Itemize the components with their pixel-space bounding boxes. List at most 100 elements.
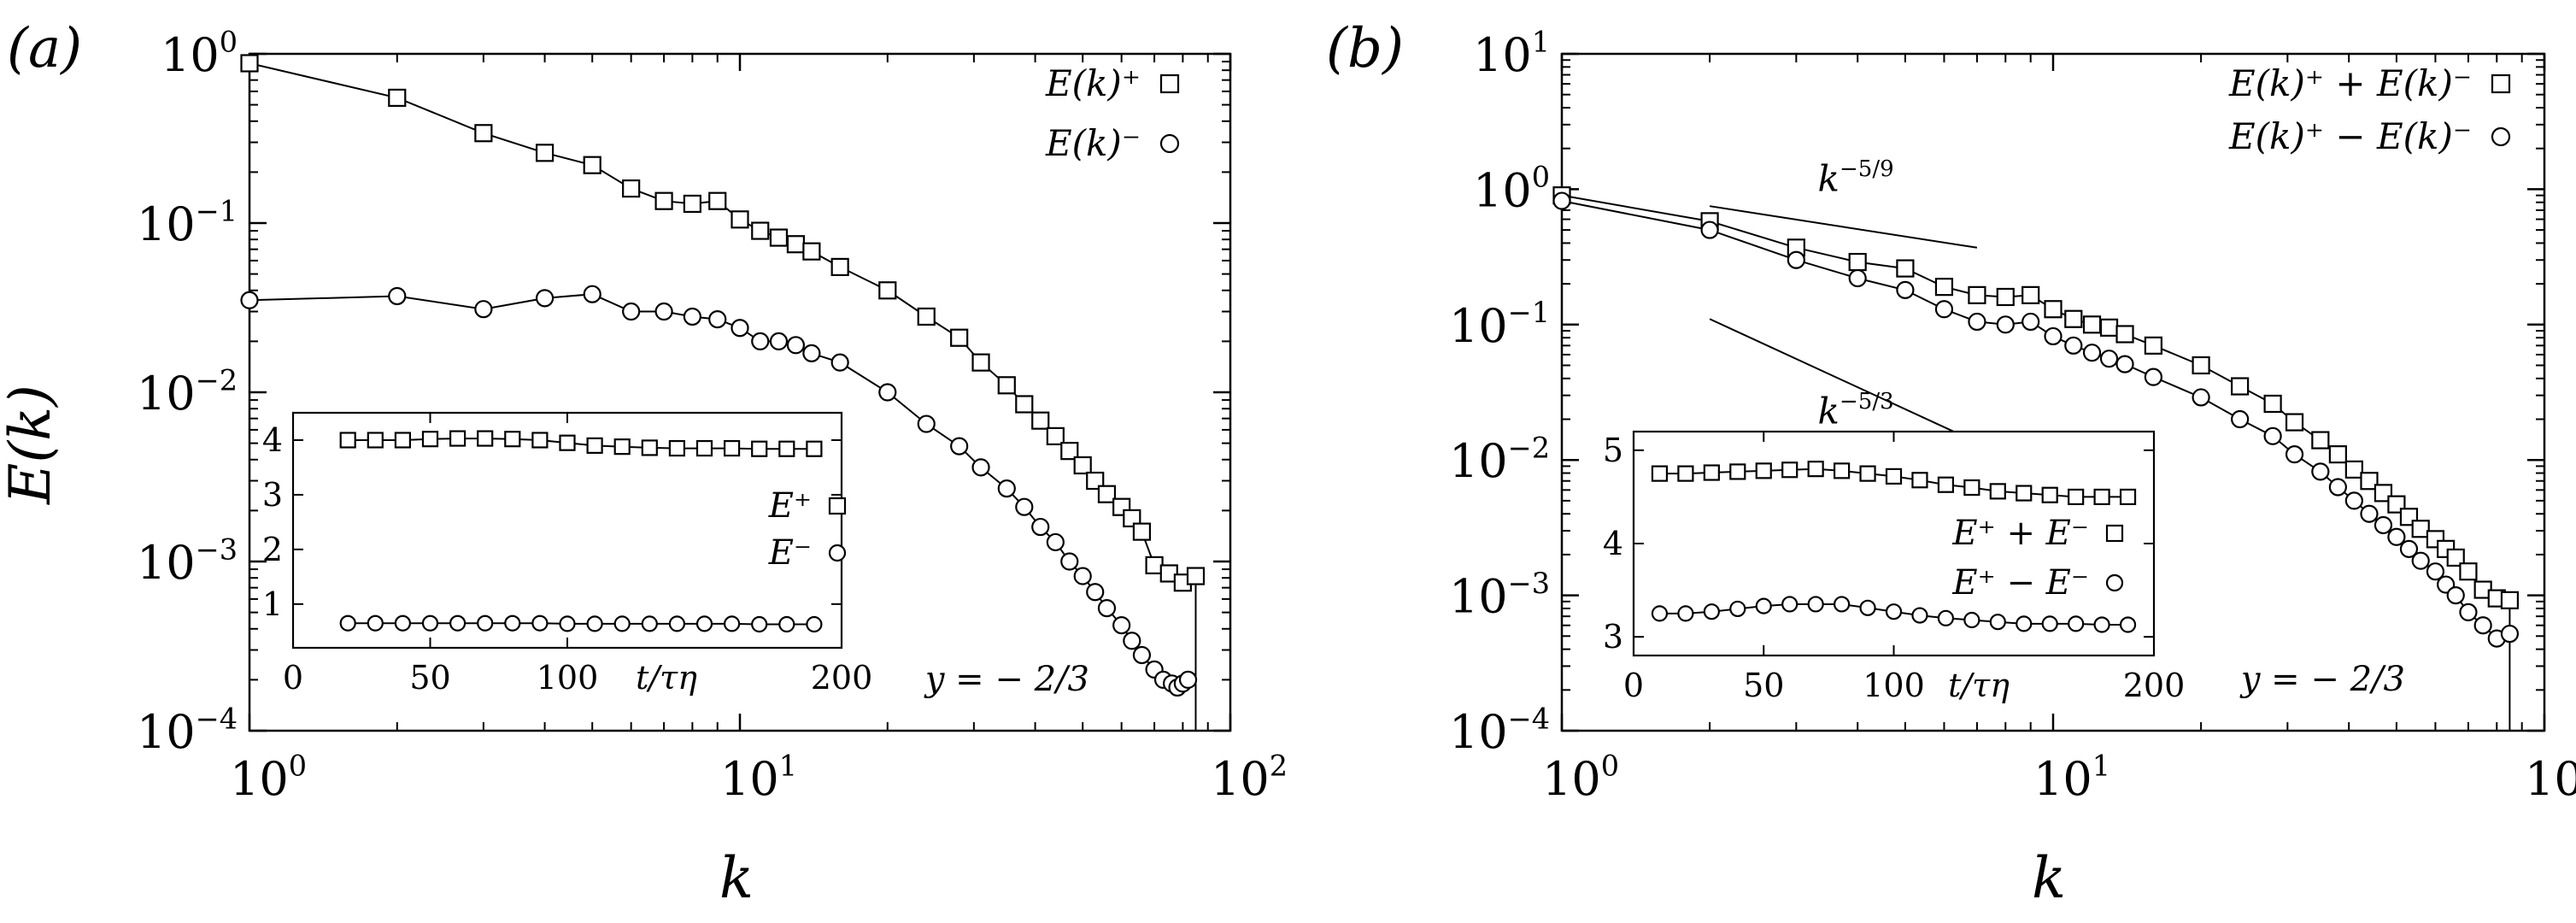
data-point-circle [950,437,969,456]
data-point-circle [878,383,897,402]
inset-data-point-circle [1703,603,1720,620]
inset-x-tick-label: 50 [1743,667,1784,704]
panel-label: (b) [1326,17,1404,80]
data-point-square [622,179,641,198]
inset-data-point-square [586,437,603,454]
data-point-square [2500,591,2520,609]
data-point-circle [971,458,990,477]
data-point-circle [2360,504,2379,523]
inset-data-point-circle [1677,605,1694,622]
data-point-circle [1046,532,1065,552]
inset-data-point-circle [449,614,466,632]
data-point-square [1046,426,1065,446]
inset-data-point-square [1885,467,1903,485]
y-tick-label: 10−3 [137,532,238,590]
data-point-circle [830,353,849,372]
data-point-circle [997,479,1016,498]
data-point-square [2115,325,2134,344]
inset-data-point-square [1755,462,1772,479]
data-point-square [2360,472,2379,491]
inset-data-point-square [641,439,658,456]
x-tick-label: 102 [1211,749,1288,806]
data-point-square [2344,460,2363,479]
data-point-square [2411,520,2430,538]
data-point-circle [1996,315,2015,334]
inset-data-point-circle [1911,607,1928,624]
inset-data-point-circle [2119,616,2137,633]
data-point-square [2082,315,2102,334]
data-point-circle [2399,539,2419,558]
data-point-square [1159,564,1178,583]
data-point-circle [1097,598,1117,618]
reference-line-label: k−5/9 [1818,156,1894,200]
data-point-circle [1015,497,1034,516]
inset-data-point-square [531,432,549,449]
data-point-square [1996,287,2015,307]
data-point-circle [2082,344,2102,362]
data-point-square [1186,567,1206,585]
data-point-circle [1123,632,1141,650]
data-point-circle [708,309,727,329]
data-point-circle [731,319,749,338]
data-point-square [1031,411,1050,430]
inset-y-tick-label: 3 [1603,618,1623,656]
legend-label: E(k)⁺ + E(k)⁻ [2228,62,2472,104]
data-point-circle [769,332,789,350]
data-point-square [2064,309,2083,328]
data-point-circle [1848,268,1867,288]
inset-legend-circle-marker [2105,573,2124,592]
panel-b: (b) k y = − 2/3 100 101 102 101 100 10−1 10−2 1… [1326,17,2576,911]
inset-data-point-square [1963,479,1980,497]
legend-label: E(k)⁻ [1045,122,1141,164]
data-point-circle [2115,355,2134,373]
data-point-square [802,242,821,261]
data-point-square [1123,509,1141,528]
data-point-circle [2344,491,2363,510]
data-point-circle [622,302,641,321]
inset-x-tick-label: 200 [2123,667,2186,704]
data-point-square [240,54,259,73]
inset-data-point-square [1834,462,1851,479]
y-axis-label: E(k) [0,385,63,505]
inset-data-point-square [477,430,494,447]
inset-data-point-square [559,434,576,451]
inset-data-point-circle [778,615,795,633]
inset-data-point-square [339,432,356,449]
inset-data-point-circle [367,614,384,632]
data-point-square [878,281,897,300]
y-tick-label: 10−1 [1449,296,1550,353]
data-point-square [683,194,701,214]
data-point-circle [917,414,936,433]
inset-data-point-square [806,440,823,457]
inset-data-point-circle [1989,614,2006,631]
inset-data-point-circle [339,614,356,632]
inset-plot: 0 50 100 200 3 4 5 t/τη E⁺ + E⁻ E⁺ − E⁻ [1603,430,2186,704]
data-point-square [1073,456,1092,475]
data-point-square [751,221,770,240]
inset-legend-label: E⁻ [768,533,812,573]
inset-data-point-circle [559,615,576,632]
data-point-square [1896,259,1915,278]
inset-data-point-square [2068,488,2085,506]
inset-data-point-circle [2041,615,2058,632]
x-tick-label: 101 [2033,749,2110,806]
y-tick-label: 10−3 [1449,567,1550,624]
inset-x-tick-label: 0 [1623,667,1644,704]
data-point-square [1848,252,1867,272]
data-point-circle [2473,616,2492,635]
y-tick-label: 10−2 [137,363,238,420]
inset-data-point-circle [1859,599,1876,616]
inset-data-point-square [421,431,439,448]
x-axis-label: k [2032,845,2066,911]
inset-data-point-circle [1729,600,1746,618]
data-point-circle [474,300,493,319]
inset-data-point-circle [1781,596,1799,613]
y-tick-label: 101 [1473,25,1550,82]
panel-label: (a) [7,17,82,80]
inset-x-tick-label: 100 [537,659,599,697]
data-point-circle [1086,583,1105,602]
legend-circle-marker [1159,133,1180,154]
annotation: y = − 2/3 [2239,660,2405,699]
data-point-square [731,210,749,229]
data-point-circle [1787,250,1805,269]
